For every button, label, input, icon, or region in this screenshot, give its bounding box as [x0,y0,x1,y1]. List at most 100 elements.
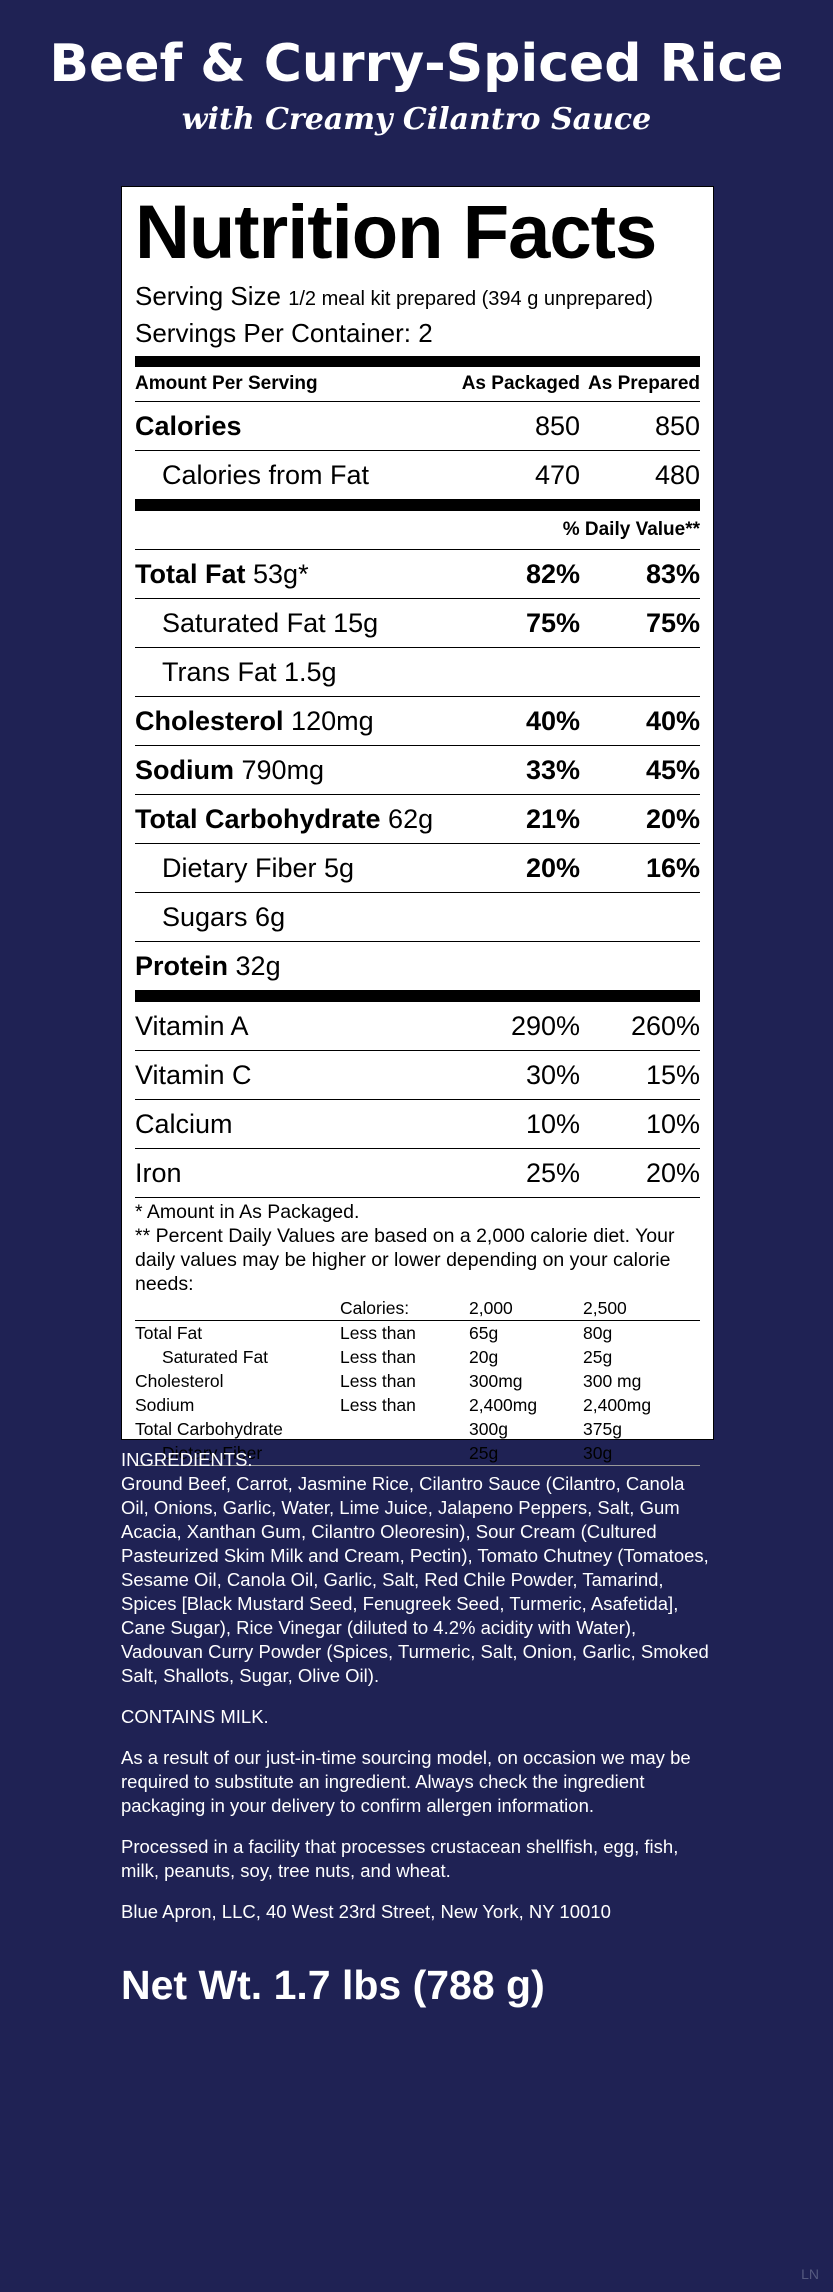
nutrient-label: Sodium [135,754,234,785]
column-label: As Packaged [461,373,580,394]
as-prepared: 10% [645,1108,700,1139]
nutrient-amount: 62g [388,803,434,834]
dv-cell: 2,400mg [469,1395,538,1415]
as-packaged: 10% [525,1108,580,1139]
nutrient-name: Protein 32g [135,951,460,982]
net-weight: Net Wt. 1.7 lbs (788 g) [121,1962,545,2008]
nutrient-row: Total Carbohydrate 62g 21% 20% [135,794,700,843]
ingredients-block: INGREDIENTS: Ground Beef, Carrot, Jasmine… [121,1448,716,1688]
as-packaged: 25% [525,1157,580,1188]
dv-header-cell: 2,000 [469,1298,513,1318]
nutrient-amount: 120mg [291,705,374,736]
daily-value-header: % Daily Value** [135,510,700,549]
nutrient-row: Saturated Fat 15g 75% 75% [135,598,700,647]
nutrient-row: Trans Fat 1.5g [135,647,700,696]
nutrient-label: Dietary Fiber 5g [162,852,355,883]
nutrient-label: Cholesterol [135,705,284,736]
as-packaged: 21% [525,803,580,834]
nutrient-label: Total Carbohydrate [135,803,381,834]
serving-size-value: 1/2 meal kit prepared (394 g unprepared) [288,288,653,310]
nutrient-name: Cholesterol 120mg [135,706,460,737]
as-packaged: 470 [534,459,580,490]
note: Blue Apron, LLC, 40 West 23rd Street, Ne… [121,1901,611,1922]
as-packaged: 33% [525,754,580,785]
nutrient-row: Cholesterol 120mg 40% 40% [135,696,700,745]
vitamin-row: Iron 25% 20% [135,1148,700,1197]
thick-rule [135,990,700,1001]
dv-cell: Less than [340,1347,416,1367]
nutrient-row: Sodium 790mg 33% 45% [135,745,700,794]
dv-cell: 300mg [469,1371,523,1391]
dv-cell: Less than [340,1323,416,1343]
nutrient-label: Protein [135,950,229,981]
note: CONTAINS MILK. [121,1706,269,1727]
ingredients: INGREDIENTS: Ground Beef, Carrot, Jasmine… [121,1448,716,1941]
nutrient-name: Sugars 6g [135,902,460,933]
as-packaged: 30% [525,1059,580,1090]
as-prepared: 45% [645,754,700,785]
nutrient-label: Calories from Fat [162,459,370,490]
thick-rule [135,499,700,510]
as-prepared: 480 [654,459,700,490]
dv-nutrient: Sodium [135,1395,195,1415]
nutrient-row: Total Fat 53g* 82% 83% [135,549,700,598]
dv-cell: 2,400mg [583,1395,652,1415]
nutrient-name: Total Carbohydrate 62g [135,804,460,835]
nutrient-label: Sugars 6g [162,901,286,932]
dv-cell: 300 mg [583,1371,642,1391]
vitamin-name: Calcium [135,1108,233,1139]
as-packaged: 850 [534,410,580,441]
dv-cell: 300g [469,1419,508,1439]
nutrient-name: Calories from Fat [135,460,460,491]
serving-size: Serving Size 1/2 meal kit prepared (394 … [135,279,700,316]
dv-cell [340,1417,469,1441]
footnote: * Amount in As Packaged. [135,1201,360,1223]
vitamin-row: Calcium 10% 10% [135,1099,700,1148]
nutrition-label: Nutrition Facts Serving Size 1/2 meal ki… [121,186,714,1466]
dv-cell: 375g [583,1419,622,1439]
vitamin-row: Vitamin A 290% 260% [135,1001,700,1050]
watermark: LN [801,2266,819,2282]
as-prepared: 20% [645,1157,700,1188]
subtitle: with Creamy Cilantro Sauce [181,102,652,137]
note: Processed in a facility that processes c… [121,1836,679,1881]
dv-cell: 65g [469,1323,499,1343]
column-label: Amount Per Serving [135,373,318,394]
ingredients-text: Ground Beef, Carrot, Jasmine Rice, Cilan… [121,1473,709,1686]
dv-cell: 25g [469,1443,499,1463]
dv-table-row: Sodium Less than 2,400mg 2,400mg [135,1393,700,1417]
as-prepared: 15% [645,1059,700,1090]
as-prepared: 20% [645,803,700,834]
as-packaged: 290% [510,1010,580,1041]
dv-header-cell: Calories: [340,1298,410,1318]
dv-nutrient: Total Carbohydrate [135,1419,283,1439]
label-body: Amount Per Serving As Packaged As Prepared… [135,367,700,1466]
dv-table-row: Saturated Fat Less than 20g 25g [135,1345,700,1369]
vitamin-name: Vitamin C [135,1059,252,1090]
cell [135,1296,340,1320]
footnotes: * Amount in As Packaged. ** Percent Daily… [135,1197,700,1296]
column-header: Amount Per Serving As Packaged As Prepared [135,367,700,401]
nutrient-row: Calories 850 850 [135,401,700,450]
as-prepared: 75% [645,607,700,638]
dv-table-header: Calories: 2,000 2,500 [135,1296,700,1321]
title: Beef & Curry-Spiced Rice [49,34,784,94]
thick-rule [135,356,700,367]
as-prepared: 260% [630,1010,700,1041]
dv-cell: 30g [583,1443,613,1463]
label-title: Nutrition Facts [135,190,657,275]
column-label: As Prepared [588,373,700,394]
nutrient-label: Calories [135,410,242,441]
nutrient-name: Saturated Fat 15g [135,608,460,639]
vitamin-name: Iron [135,1157,182,1188]
dv-nutrient: Total Fat [135,1323,203,1343]
as-packaged: 82% [525,558,580,589]
nutrient-name: Trans Fat 1.5g [135,657,460,688]
dv-table-row: Total Carbohydrate 300g 375g [135,1417,700,1441]
dv-text: % Daily Value** [562,519,700,540]
dv-cell: Less than [340,1395,416,1415]
as-prepared: 850 [654,410,700,441]
ingredients-heading: INGREDIENTS: [121,1449,253,1470]
nutrient-name: Calories [135,411,460,442]
